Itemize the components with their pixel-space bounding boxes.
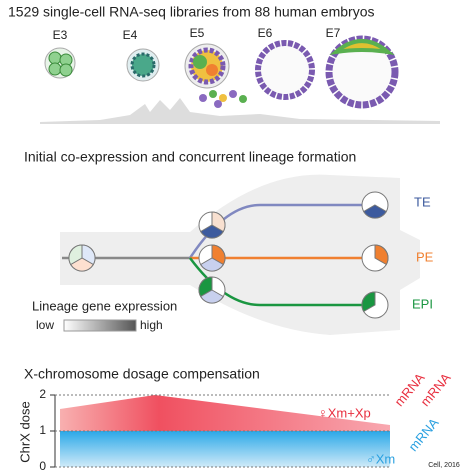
embryos [44, 35, 399, 109]
male-label: ♂Xm [366, 451, 395, 466]
stage-label: E3 [53, 28, 68, 42]
stage-label: E5 [190, 26, 205, 40]
female-dose-area [60, 395, 390, 431]
legend-low: low [36, 318, 54, 332]
stage-label: E7 [326, 26, 341, 40]
legend-gradient [63, 319, 137, 332]
citation: Cell, 2016 [428, 462, 460, 469]
male-dose-area [60, 431, 390, 467]
lineage-label: EPI [412, 296, 433, 311]
female-label: ♀Xm+Xp [318, 405, 371, 420]
stage-label: E4 [123, 28, 138, 42]
axis-label: ChrX dose [17, 401, 32, 462]
legend-high: high [140, 318, 163, 332]
lineage-label: TE [414, 194, 431, 209]
mrna-label: mRNA [417, 370, 453, 409]
section-title: X-chromosome dosage compensation [24, 366, 260, 382]
dose-chart: 2 1 0 [39, 387, 390, 473]
lineage-label: PE [416, 249, 434, 264]
legend-title: Lineage gene expression [32, 298, 177, 313]
lineage-band [60, 174, 420, 335]
tick-label: 2 [39, 387, 46, 401]
tick-label: 1 [39, 423, 46, 437]
stage-label: E6 [258, 26, 273, 40]
section-title: Initial co-expression and concurrent lin… [24, 149, 356, 165]
section-title: 1529 single-cell RNA-seq libraries from … [8, 4, 375, 20]
mrna-label: mRNA [405, 415, 441, 454]
pies [68, 191, 389, 319]
tick-label: 0 [39, 459, 46, 473]
histogram [40, 98, 440, 124]
